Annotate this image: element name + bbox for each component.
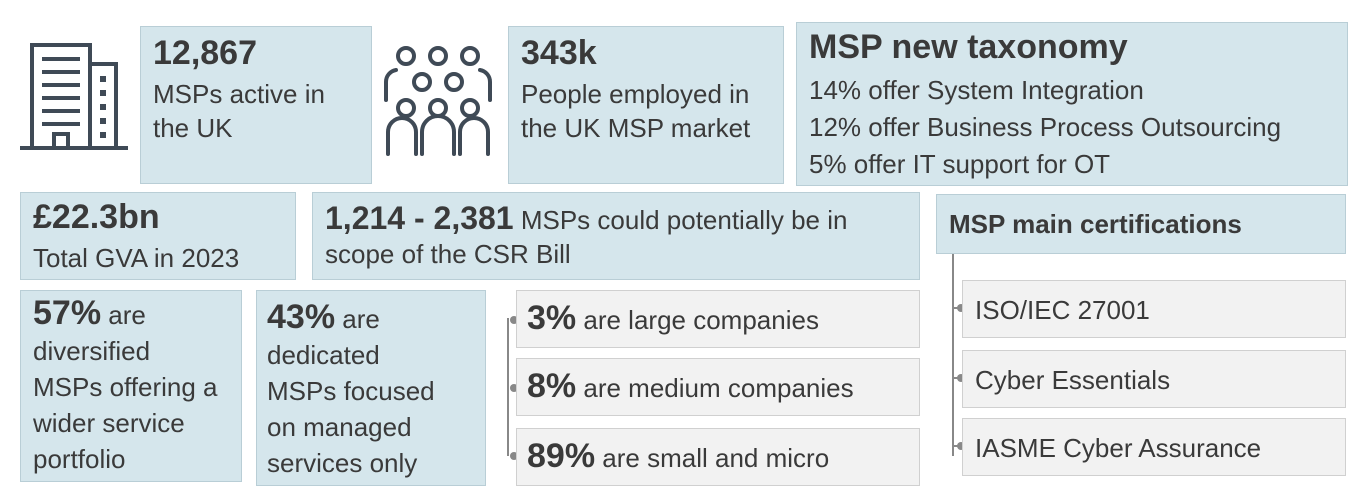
diversified-card: 57% are diversified MSPs offering a wide… bbox=[20, 290, 242, 482]
gva-value: £22.3bn bbox=[33, 198, 160, 236]
msps-active-line1: MSPs active in bbox=[153, 79, 325, 109]
sizes-connector-dot bbox=[510, 452, 518, 460]
dedicated-first: are bbox=[342, 304, 380, 334]
taxonomy-card: MSP new taxonomy 14% offer System Integr… bbox=[796, 22, 1348, 186]
size-item: 89% are small and micro bbox=[516, 428, 920, 486]
taxonomy-title: MSP new taxonomy bbox=[809, 28, 1128, 66]
sizes-connector bbox=[507, 318, 509, 456]
size-value: 3% bbox=[527, 299, 577, 337]
certifications-connector bbox=[952, 254, 954, 456]
certifications-connector-dot bbox=[957, 374, 965, 382]
gva-label: Total GVA in 2023 bbox=[33, 243, 240, 273]
taxonomy-item: 14% offer System Integration bbox=[809, 75, 1144, 105]
diversified-line: diversified bbox=[33, 336, 151, 366]
size-label: are large companies bbox=[583, 305, 819, 335]
size-label: are small and micro bbox=[602, 443, 830, 473]
size-text: 3% are large companies bbox=[527, 301, 819, 337]
sizes-connector-dot bbox=[510, 384, 518, 392]
dedicated-line: MSPs focused bbox=[267, 376, 435, 406]
certification-label: ISO/IEC 27001 bbox=[975, 295, 1150, 325]
msps-active-label: MSPs active in the UK bbox=[153, 77, 325, 145]
certifications-title: MSP main certifications bbox=[949, 209, 1242, 239]
people-employed-line2: the UK MSP market bbox=[521, 113, 751, 143]
dedicated-line: dedicated bbox=[267, 340, 380, 370]
diversified-line: portfolio bbox=[33, 444, 126, 474]
size-item: 8% are medium companies bbox=[516, 358, 920, 416]
size-text: 8% are medium companies bbox=[527, 369, 854, 405]
certification-item: IASME Cyber Assurance bbox=[962, 418, 1346, 476]
dedicated-text: 43% are dedicated MSPs focused on manage… bbox=[267, 299, 435, 481]
size-text: 89% are small and micro bbox=[527, 439, 829, 475]
certifications-header: MSP main certifications bbox=[936, 194, 1346, 254]
certification-item: Cyber Essentials bbox=[962, 350, 1346, 408]
diversified-line: wider service bbox=[33, 408, 185, 438]
people-employed-value: 343k bbox=[521, 34, 597, 72]
msps-active-line2: the UK bbox=[153, 113, 233, 143]
dedicated-line: services only bbox=[267, 448, 418, 478]
msps-active-value: 12,867 bbox=[153, 34, 257, 72]
dedicated-line: on managed bbox=[267, 412, 412, 442]
size-label: are medium companies bbox=[583, 373, 854, 403]
diversified-first: are bbox=[108, 300, 146, 330]
people-employed-card: 343k People employed in the UK MSP marke… bbox=[508, 26, 784, 184]
certifications-connector-dot bbox=[957, 442, 965, 450]
people-employed-line1: People employed in bbox=[521, 79, 750, 109]
diversified-line: MSPs offering a bbox=[33, 372, 218, 402]
gva-card: £22.3bn Total GVA in 2023 bbox=[20, 192, 296, 280]
taxonomy-item: 5% offer IT support for OT bbox=[809, 149, 1111, 179]
size-value: 8% bbox=[527, 367, 577, 405]
people-employed-label: People employed in the UK MSP market bbox=[521, 77, 750, 145]
dedicated-value: 43% bbox=[267, 298, 336, 336]
certification-label: IASME Cyber Assurance bbox=[975, 433, 1262, 463]
diversified-value: 57% bbox=[33, 294, 102, 332]
people-icon bbox=[383, 46, 493, 156]
certification-label: Cyber Essentials bbox=[975, 365, 1171, 395]
diversified-text: 57% are diversified MSPs offering a wide… bbox=[33, 295, 218, 477]
csr-scope-text1: MSPs could potentially be in bbox=[520, 205, 848, 235]
csr-scope-value: 1,214 - 2,381 bbox=[325, 200, 514, 236]
taxonomy-list: 14% offer System Integration 12% offer B… bbox=[809, 73, 1281, 181]
building-icon bbox=[20, 43, 128, 150]
certification-item: ISO/IEC 27001 bbox=[962, 280, 1346, 338]
size-item: 3% are large companies bbox=[516, 290, 920, 348]
sizes-connector-dot bbox=[510, 316, 518, 324]
taxonomy-item: 12% offer Business Process Outsourcing bbox=[809, 112, 1282, 142]
certifications-connector-dot bbox=[957, 304, 965, 312]
csr-scope-text2: scope of the CSR Bill bbox=[325, 239, 571, 269]
size-value: 89% bbox=[527, 437, 596, 475]
dedicated-card: 43% are dedicated MSPs focused on manage… bbox=[256, 290, 486, 486]
csr-scope-text: 1,214 - 2,381 MSPs could potentially be … bbox=[325, 201, 847, 271]
msps-active-card: 12,867 MSPs active in the UK bbox=[140, 26, 372, 184]
csr-scope-card: 1,214 - 2,381 MSPs could potentially be … bbox=[312, 192, 920, 280]
